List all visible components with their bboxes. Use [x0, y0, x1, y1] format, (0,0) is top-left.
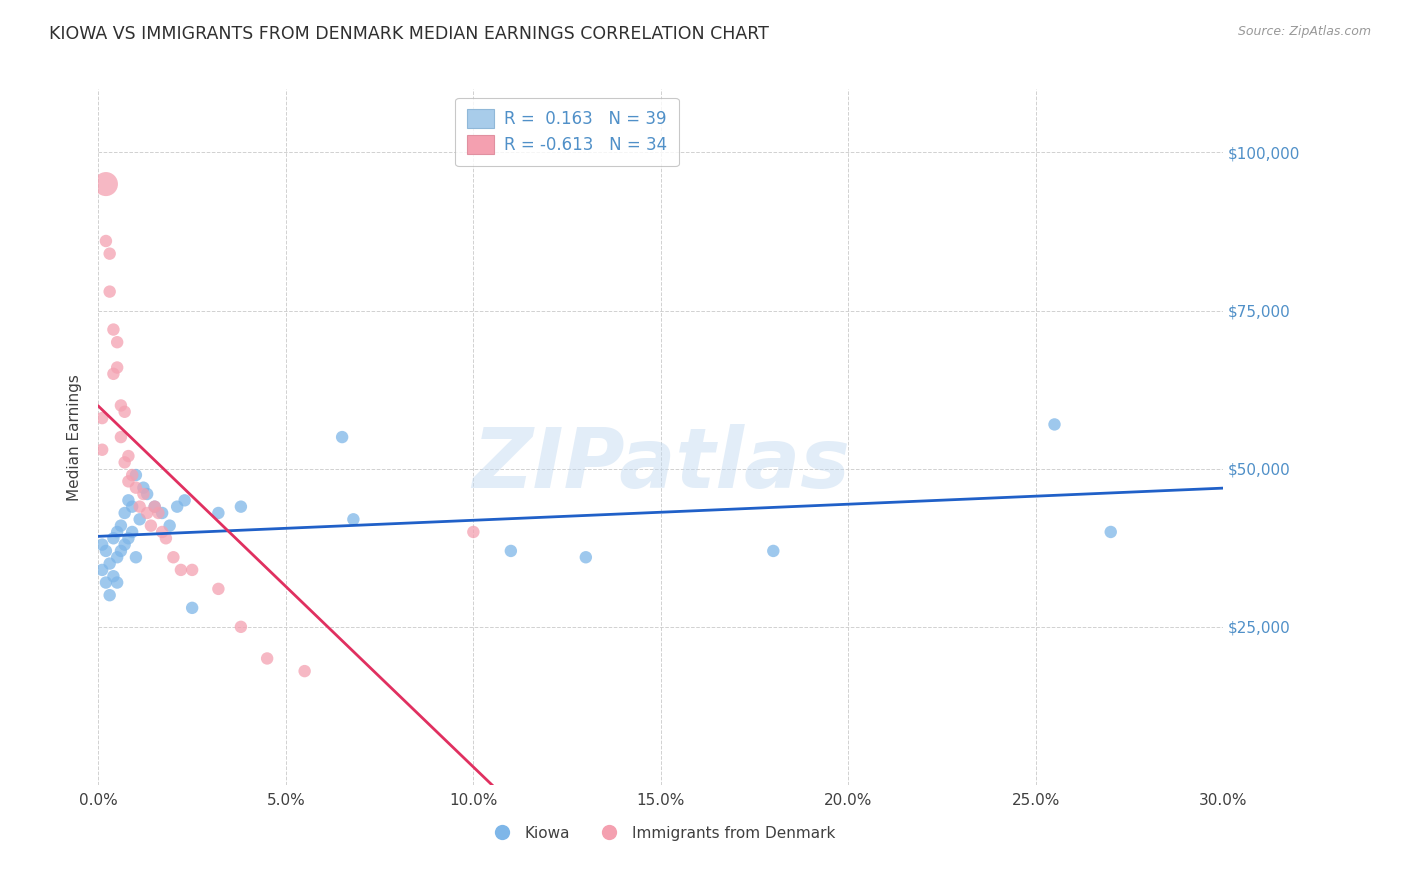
Point [150, 506, 173, 520]
Text: Source: ZipAtlas.com: Source: ZipAtlas.com [1237, 25, 1371, 38]
Point [91, 442, 114, 457]
Point [148, 506, 170, 520]
Point [170, 563, 193, 577]
Point [103, 367, 125, 381]
Point [98, 246, 121, 260]
Point [139, 518, 162, 533]
Point [94, 544, 117, 558]
Point [342, 512, 364, 526]
Point [121, 500, 143, 514]
Point [103, 569, 125, 583]
Point [294, 664, 316, 678]
Point [98, 285, 121, 299]
Point [117, 475, 139, 489]
Point [143, 500, 166, 514]
Point [105, 524, 128, 539]
Text: ZIPatlas: ZIPatlas [472, 425, 849, 506]
Point [181, 563, 204, 577]
Point [110, 544, 132, 558]
Point [159, 518, 181, 533]
Point [105, 335, 128, 350]
Point [207, 506, 229, 520]
Point [91, 538, 114, 552]
Point [91, 411, 114, 425]
Point [155, 531, 177, 545]
Point [330, 430, 353, 444]
Point [125, 550, 148, 565]
Point [110, 430, 132, 444]
Point [121, 524, 143, 539]
Point [91, 563, 114, 577]
Point [125, 481, 148, 495]
Text: KIOWA VS IMMIGRANTS FROM DENMARK MEDIAN EARNINGS CORRELATION CHART: KIOWA VS IMMIGRANTS FROM DENMARK MEDIAN … [49, 25, 769, 43]
Point [117, 493, 139, 508]
Point [105, 550, 128, 565]
Point [256, 651, 278, 665]
Point [162, 550, 184, 565]
Point [136, 506, 159, 520]
Point [150, 524, 173, 539]
Point [105, 575, 128, 590]
Point [125, 468, 148, 483]
Point [463, 524, 485, 539]
Point [166, 500, 188, 514]
Y-axis label: Median Earnings: Median Earnings [67, 374, 83, 500]
Point [103, 531, 125, 545]
Point [1043, 417, 1066, 432]
Point [128, 512, 150, 526]
Point [181, 600, 204, 615]
Point [173, 493, 195, 508]
Point [105, 360, 128, 375]
Point [575, 550, 598, 565]
Point [499, 544, 522, 558]
Point [110, 399, 132, 413]
Point [114, 506, 136, 520]
Point [117, 449, 139, 463]
Point [94, 177, 117, 191]
Point [143, 500, 166, 514]
Point [762, 544, 785, 558]
Legend: Kiowa, Immigrants from Denmark: Kiowa, Immigrants from Denmark [481, 820, 841, 847]
Point [114, 405, 136, 419]
Point [207, 582, 229, 596]
Point [117, 531, 139, 545]
Point [98, 557, 121, 571]
Point [103, 322, 125, 336]
Point [114, 538, 136, 552]
Point [132, 487, 155, 501]
Point [94, 234, 117, 248]
Point [94, 575, 117, 590]
Point [229, 500, 252, 514]
Point [132, 481, 155, 495]
Point [136, 487, 159, 501]
Point [121, 468, 143, 483]
Point [98, 588, 121, 602]
Point [128, 500, 150, 514]
Point [1099, 524, 1122, 539]
Point [114, 455, 136, 469]
Point [110, 518, 132, 533]
Point [229, 620, 252, 634]
